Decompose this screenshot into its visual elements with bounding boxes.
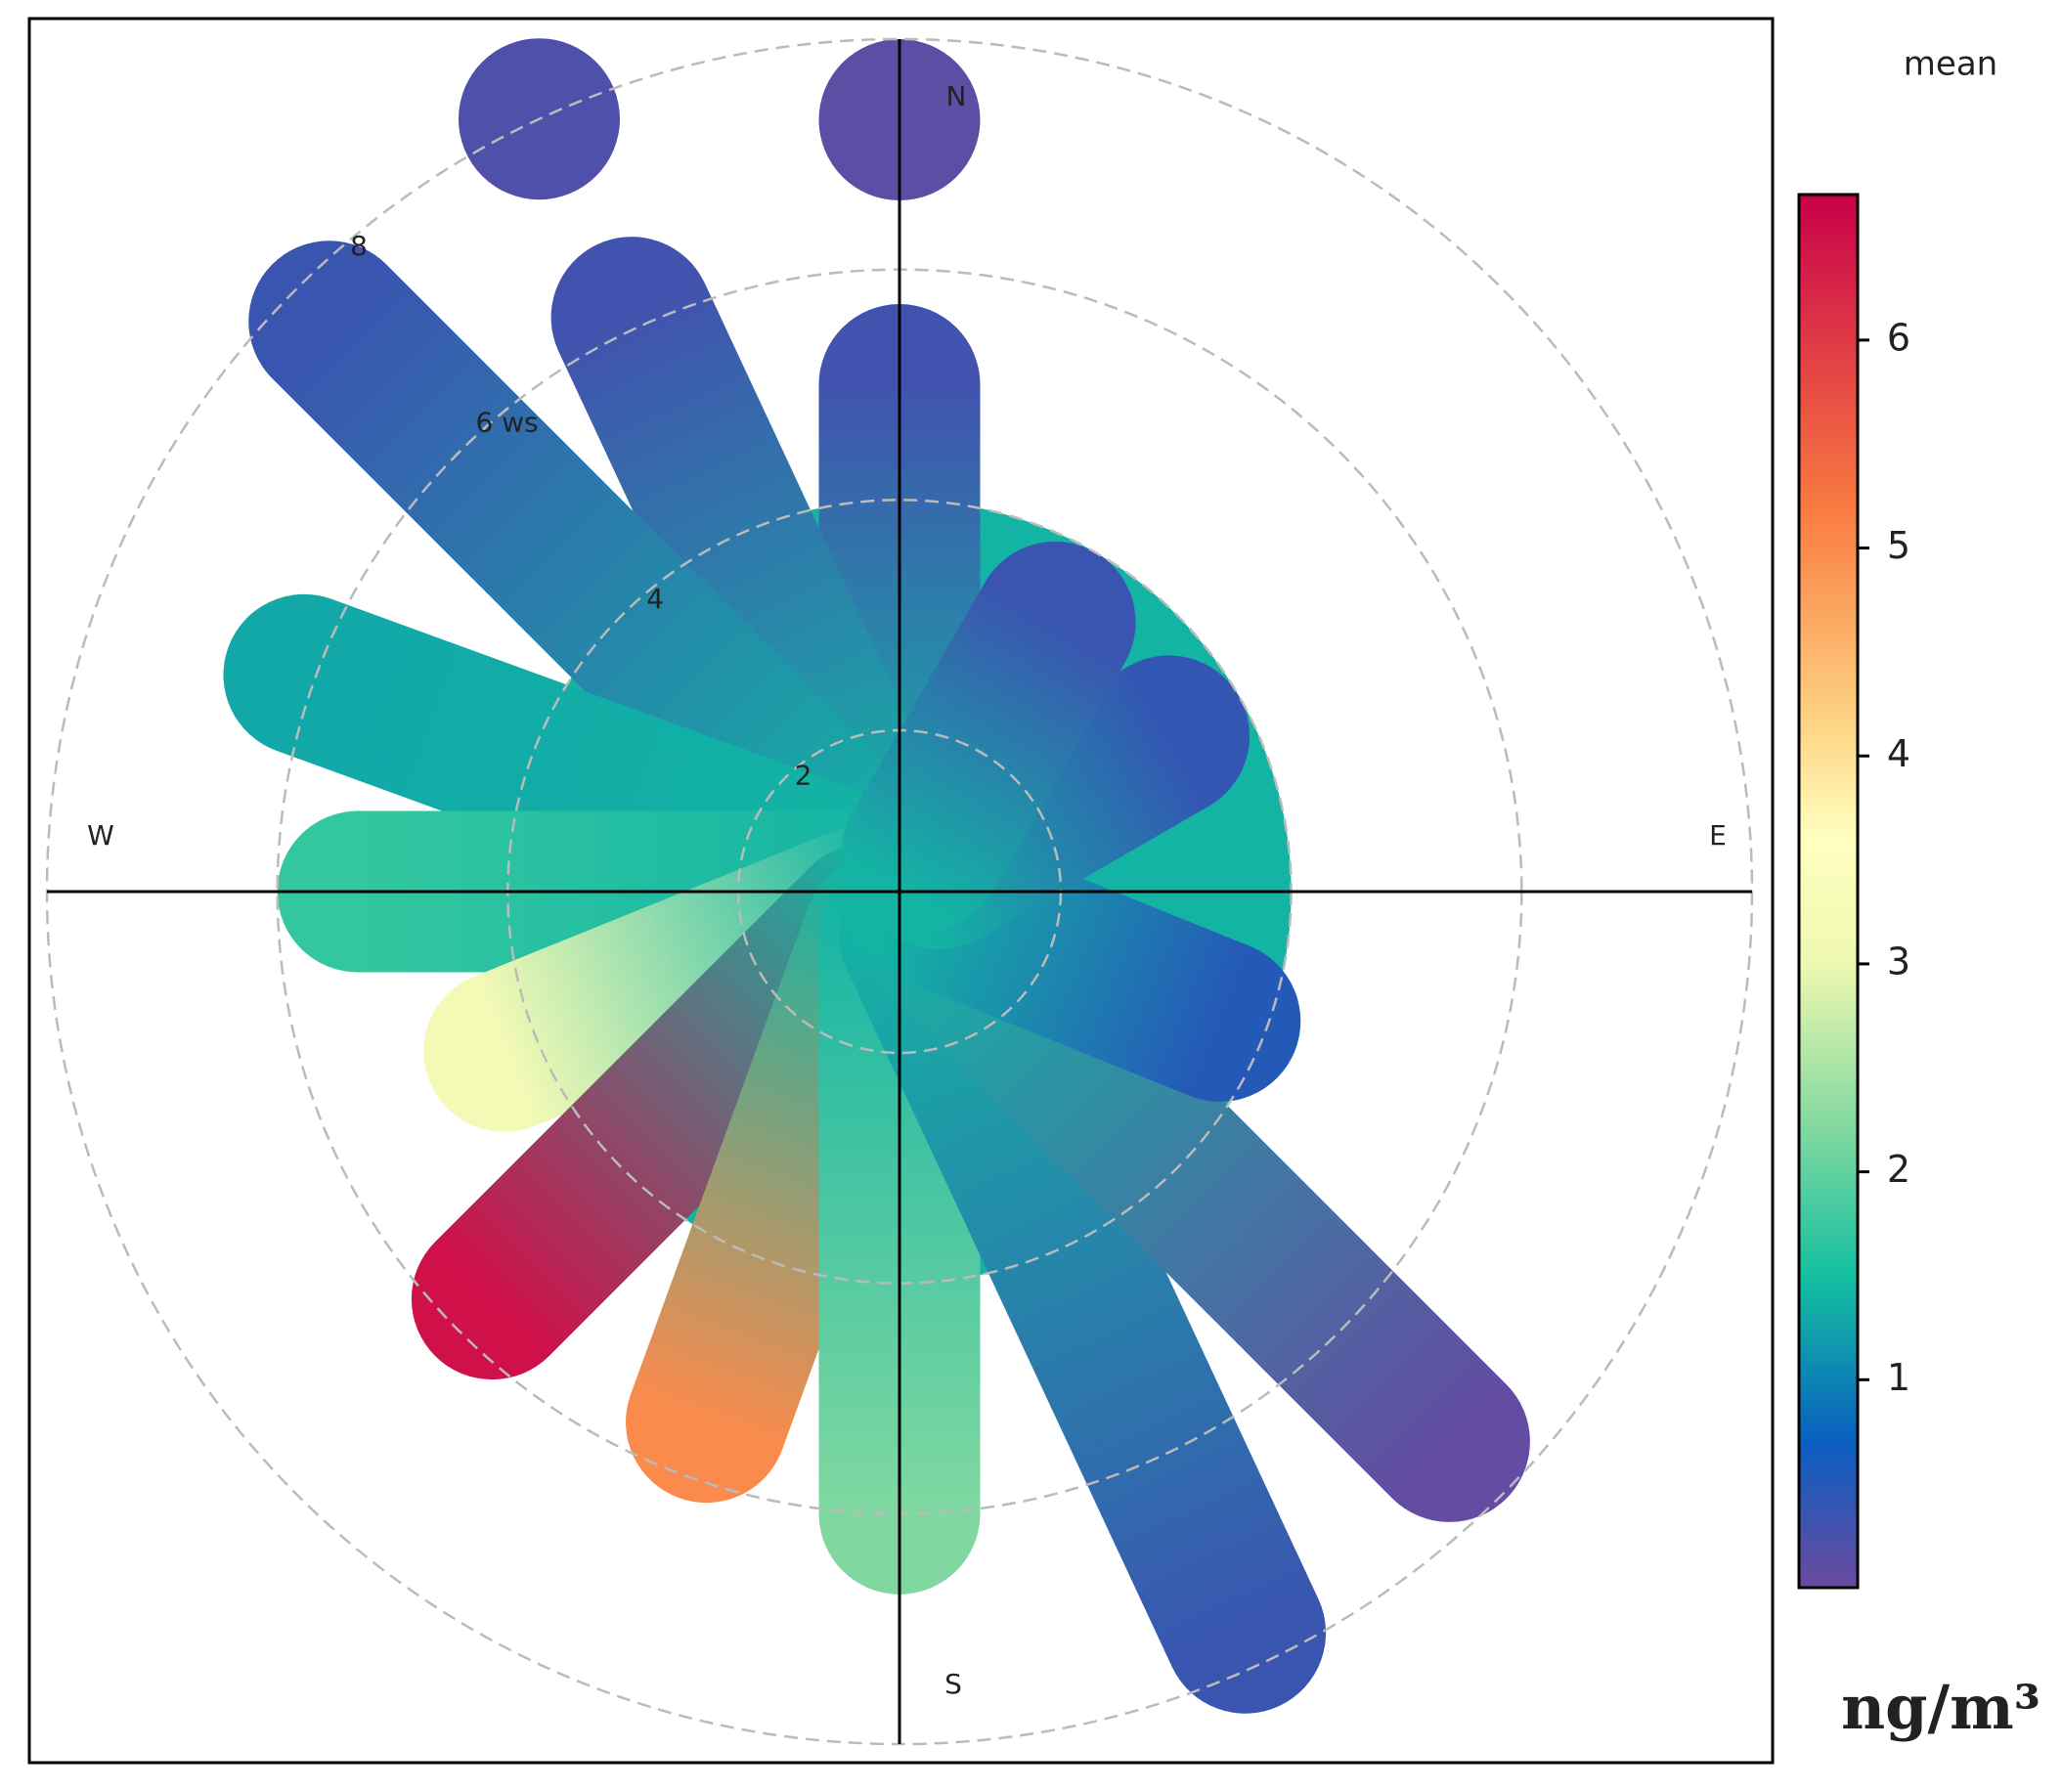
lobe	[842, 541, 1136, 933]
colorbar-tick-label: 1	[1887, 1356, 1910, 1399]
plot-frame	[27, 17, 1775, 1765]
ring-label: 4	[646, 583, 664, 615]
direction-label: N	[946, 80, 967, 112]
colorbar-tick-label: 3	[1887, 940, 1910, 983]
colorbar-tick-label: 2	[1887, 1148, 1910, 1191]
direction-label: E	[1709, 819, 1727, 852]
colorbar-tick-label: 4	[1887, 732, 1910, 775]
colorbar	[1797, 193, 1860, 1590]
ring-label: 2	[795, 760, 812, 792]
ring-label: 6 ws	[475, 407, 538, 439]
colorbar-title: mean	[1904, 45, 1997, 84]
colorbar-tick-label: 5	[1887, 524, 1910, 567]
unit-label: ng/m³	[1841, 1672, 2040, 1743]
colorbar-tick-label: 6	[1887, 316, 1910, 359]
direction-label: W	[87, 819, 114, 852]
direction-label: S	[944, 1668, 962, 1700]
ring-label: 8	[350, 230, 368, 262]
